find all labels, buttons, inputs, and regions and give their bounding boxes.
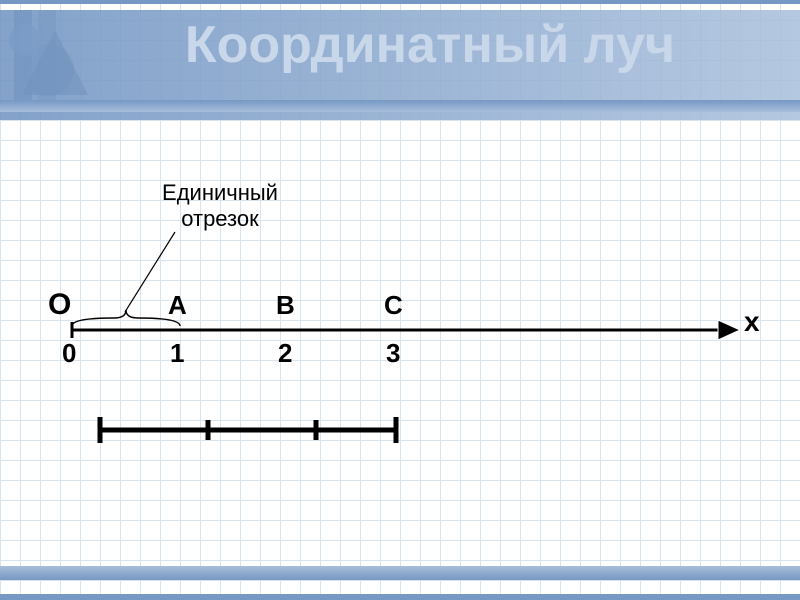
point-bottom-3: 3 [386,338,400,369]
slide: Координатный луч Единичный отрезок О х 0… [0,0,800,600]
point-top-2: В [276,290,295,321]
content-area: Единичный отрезок О х 0А1В2С3 [0,120,800,550]
point-bottom-0: 0 [62,338,76,369]
bottom-line [0,594,800,600]
diagram [0,120,800,550]
page-title: Координатный луч [100,15,760,85]
axis-x-label: х [744,306,760,338]
point-bottom-2: 2 [278,338,292,369]
title-top-line [0,0,800,4]
point-top-3: С [384,290,403,321]
origin-label: О [48,288,71,322]
footer-bar [0,566,800,580]
title-bottom-line [0,100,800,112]
point-top-1: А [168,290,187,321]
point-bottom-1: 1 [170,338,184,369]
